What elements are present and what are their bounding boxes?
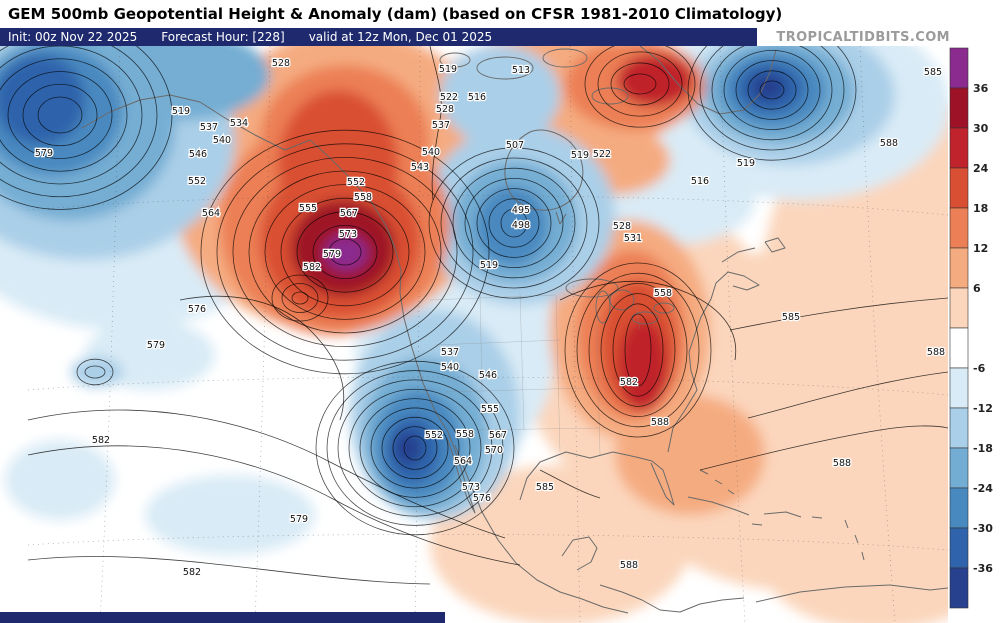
svg-text:558: 558	[456, 429, 474, 440]
svg-text:507: 507	[506, 140, 524, 151]
graticule	[27, 46, 948, 623]
map-title: GEM 500mb Geopotential Height & Anomaly …	[8, 5, 783, 23]
svg-text:579: 579	[35, 148, 53, 159]
svg-text:585: 585	[924, 67, 942, 78]
svg-text:573: 573	[339, 229, 357, 240]
svg-text:528: 528	[272, 58, 290, 69]
watermark: TROPICALTIDBITS.COM	[776, 29, 950, 45]
valid-time: valid at 12z Mon, Dec 01 2025	[308, 30, 493, 44]
svg-text:30: 30	[973, 122, 989, 135]
svg-text:579: 579	[290, 514, 308, 525]
svg-text:528: 528	[613, 221, 631, 232]
svg-text:540: 540	[441, 362, 459, 373]
svg-text:582: 582	[620, 377, 638, 388]
svg-text:537: 537	[432, 120, 450, 131]
svg-text:552: 552	[188, 176, 206, 187]
svg-text:564: 564	[454, 456, 472, 467]
svg-text:573: 573	[462, 482, 480, 493]
svg-text:-24: -24	[973, 482, 993, 495]
svg-text:588: 588	[880, 138, 898, 149]
svg-text:567: 567	[489, 430, 507, 441]
svg-text:519: 519	[480, 260, 498, 271]
svg-text:546: 546	[189, 149, 207, 160]
subheader-bar: Init: 00z Nov 22 2025 Forecast Hour: [22…	[0, 28, 1000, 46]
coastlines	[81, 46, 948, 614]
svg-text:-18: -18	[973, 442, 993, 455]
svg-text:576: 576	[473, 493, 491, 504]
bottom-bar	[0, 612, 445, 623]
svg-text:579: 579	[323, 249, 341, 260]
svg-text:519: 519	[737, 158, 755, 169]
svg-text:579: 579	[147, 340, 165, 351]
svg-text:528: 528	[436, 104, 454, 115]
svg-text:588: 588	[651, 417, 669, 428]
init-time: Init: 00z Nov 22 2025	[8, 30, 138, 44]
svg-text:519: 519	[172, 106, 190, 117]
svg-text:-36: -36	[973, 562, 993, 575]
svg-text:555: 555	[299, 203, 317, 214]
svg-text:582: 582	[303, 262, 321, 273]
svg-text:582: 582	[183, 567, 201, 578]
svg-text:513: 513	[512, 65, 530, 76]
svg-text:537: 537	[200, 122, 218, 133]
svg-text:12: 12	[973, 242, 988, 255]
svg-text:24: 24	[973, 162, 989, 175]
svg-text:540: 540	[213, 135, 231, 146]
svg-text:558: 558	[354, 192, 372, 203]
svg-text:522: 522	[440, 92, 458, 103]
svg-text:519: 519	[571, 150, 589, 161]
svg-text:570: 570	[485, 445, 503, 456]
svg-text:585: 585	[782, 312, 800, 323]
height-contours	[27, 46, 948, 585]
svg-text:18: 18	[973, 202, 988, 215]
svg-text:498: 498	[512, 220, 530, 231]
forecast-hour: Forecast Hour: [228]	[161, 30, 285, 44]
contour-labels: 579 519 537 534 540 546 552 564 528 552 555 558 567 5…	[34, 57, 947, 580]
svg-text:588: 588	[833, 458, 851, 469]
svg-text:564: 564	[202, 208, 220, 219]
svg-text:552: 552	[347, 177, 365, 188]
anomaly-colorbar: 36 30 24 18 12 6 -6 -12 -18 -24 -30 -36	[949, 47, 993, 609]
svg-text:540: 540	[422, 147, 440, 158]
run-info-bar: Init: 00z Nov 22 2025 Forecast Hour: [22…	[0, 28, 757, 46]
svg-text:-12: -12	[973, 402, 993, 415]
weather-map: 579 519 537 534 540 546 552 564 528 552 555 558 567 5…	[0, 46, 1000, 623]
svg-text:588: 588	[620, 560, 638, 571]
state-borders	[429, 292, 641, 456]
svg-text:567: 567	[340, 208, 358, 219]
closed-height-contours	[0, 46, 857, 536]
svg-text:537: 537	[441, 347, 459, 358]
svg-text:588: 588	[927, 347, 945, 358]
svg-text:558: 558	[654, 288, 672, 299]
svg-text:516: 516	[468, 92, 486, 103]
svg-text:522: 522	[593, 149, 611, 160]
svg-text:516: 516	[691, 176, 709, 187]
svg-text:546: 546	[479, 370, 497, 381]
svg-text:531: 531	[624, 233, 642, 244]
svg-text:552: 552	[425, 430, 443, 441]
svg-text:576: 576	[188, 304, 206, 315]
svg-text:585: 585	[536, 482, 554, 493]
svg-text:519: 519	[439, 64, 457, 75]
svg-text:36: 36	[973, 82, 989, 95]
svg-text:543: 543	[411, 162, 429, 173]
svg-text:555: 555	[481, 404, 499, 415]
svg-text:6: 6	[973, 282, 981, 295]
svg-text:-30: -30	[973, 522, 993, 535]
svg-text:-6: -6	[973, 362, 986, 375]
svg-text:582: 582	[92, 435, 110, 446]
anomaly-fill-layer	[0, 46, 948, 623]
svg-text:534: 534	[230, 118, 248, 129]
svg-text:495: 495	[512, 205, 530, 216]
